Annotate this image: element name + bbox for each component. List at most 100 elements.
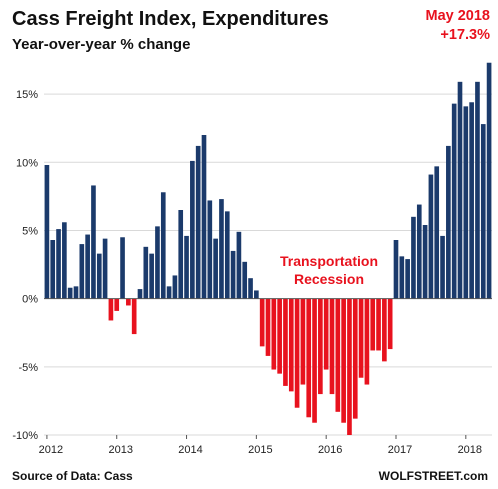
data-bar <box>486 62 492 299</box>
data-bar <box>213 238 218 299</box>
data-bar <box>376 298 381 351</box>
data-bar <box>85 234 90 299</box>
x-tick-label: 2012 <box>39 444 63 456</box>
data-bar <box>306 298 312 418</box>
y-tick-label: -5% <box>18 362 38 374</box>
data-bar <box>294 298 300 408</box>
data-bar <box>102 238 108 299</box>
data-bar <box>457 81 463 299</box>
data-bar <box>387 298 393 350</box>
data-bar <box>166 286 172 299</box>
data-bar <box>475 81 480 299</box>
data-bar <box>434 166 440 299</box>
data-bar <box>248 278 253 299</box>
data-bar <box>149 253 154 299</box>
bar-series <box>44 62 492 435</box>
data-bar <box>440 235 445 299</box>
data-bar <box>195 145 201 299</box>
data-bar <box>242 261 248 299</box>
data-bar <box>364 298 370 385</box>
x-tick-label: 2013 <box>108 444 132 456</box>
data-bar <box>428 174 434 299</box>
data-bar <box>67 287 73 299</box>
data-bar <box>265 298 271 356</box>
data-bar <box>312 298 317 423</box>
data-bar <box>96 253 102 299</box>
data-bar <box>137 289 143 299</box>
data-bar <box>143 246 149 299</box>
data-bar <box>190 160 195 299</box>
data-bar <box>259 298 265 347</box>
source-note: Source of Data: Cass <box>12 469 133 483</box>
data-bar <box>224 211 230 299</box>
data-bar <box>62 222 67 299</box>
data-bar <box>393 240 399 299</box>
data-bar <box>44 165 50 299</box>
data-bar <box>422 225 428 299</box>
x-tick-label: 2014 <box>178 444 202 456</box>
data-bar <box>160 192 166 299</box>
data-bar <box>300 298 306 385</box>
data-bar <box>184 235 189 299</box>
data-bar <box>114 298 120 311</box>
data-bar <box>411 216 416 299</box>
gridlines <box>44 93 492 436</box>
x-tick-label: 2015 <box>248 444 272 456</box>
data-bar <box>126 298 131 306</box>
y-tick-label: 0% <box>22 294 38 306</box>
data-bar <box>271 298 277 370</box>
data-bar <box>172 275 178 299</box>
data-bar <box>91 185 96 299</box>
data-bar <box>120 237 125 299</box>
data-bar <box>207 200 213 299</box>
y-tick-label: 10% <box>16 157 38 169</box>
data-bar <box>463 106 469 299</box>
data-bar <box>399 256 405 299</box>
data-bar <box>480 124 486 299</box>
data-bar <box>469 102 474 299</box>
data-bar <box>73 286 79 299</box>
data-bar <box>254 290 259 299</box>
data-bar <box>347 298 352 435</box>
x-tick-label: 2018 <box>458 444 482 456</box>
data-bar <box>50 240 56 299</box>
y-axis: -10% -5% 0% 5% 10% 15% <box>12 89 38 442</box>
data-bar <box>451 103 457 299</box>
chart-subtitle: Year-over-year % change <box>12 36 191 53</box>
y-tick-label: 15% <box>16 89 38 101</box>
data-bar <box>236 231 242 299</box>
data-bar <box>405 259 410 299</box>
data-bar <box>288 298 294 392</box>
data-bar <box>329 298 335 395</box>
data-bar <box>382 298 387 362</box>
y-tick-label: 5% <box>22 225 38 237</box>
data-bar <box>277 298 282 374</box>
recession-annotation-line-2: Recession <box>293 271 365 287</box>
data-bar <box>352 298 358 419</box>
data-bar <box>446 145 451 299</box>
data-bar <box>108 298 114 321</box>
recession-annotation-line-1: Transportation <box>279 253 378 269</box>
data-bar <box>358 298 364 378</box>
y-tick-label: -10% <box>12 430 38 442</box>
data-bar <box>335 298 341 412</box>
data-bar <box>370 298 376 351</box>
chart-title: Cass Freight Index, Expenditures <box>12 8 329 30</box>
data-bar <box>56 229 61 299</box>
data-bar <box>230 250 236 299</box>
latest-value-label: +17.3% <box>440 27 490 43</box>
data-bar <box>318 298 323 395</box>
data-bar <box>178 210 184 299</box>
data-bar <box>416 204 422 299</box>
data-bar <box>219 199 224 299</box>
brand-logo: WOLFSTREET.com <box>378 469 488 483</box>
recession-annotation: Transportation Recession <box>270 252 388 288</box>
data-bar <box>131 298 137 335</box>
data-bar <box>201 135 207 299</box>
data-bar <box>283 298 288 386</box>
x-axis: 2012 2013 2014 2015 2016 2017 2018 <box>39 435 482 456</box>
x-tick-label: 2016 <box>318 444 342 456</box>
x-tick-label: 2017 <box>388 444 412 456</box>
latest-month-label: May 2018 <box>425 8 491 24</box>
